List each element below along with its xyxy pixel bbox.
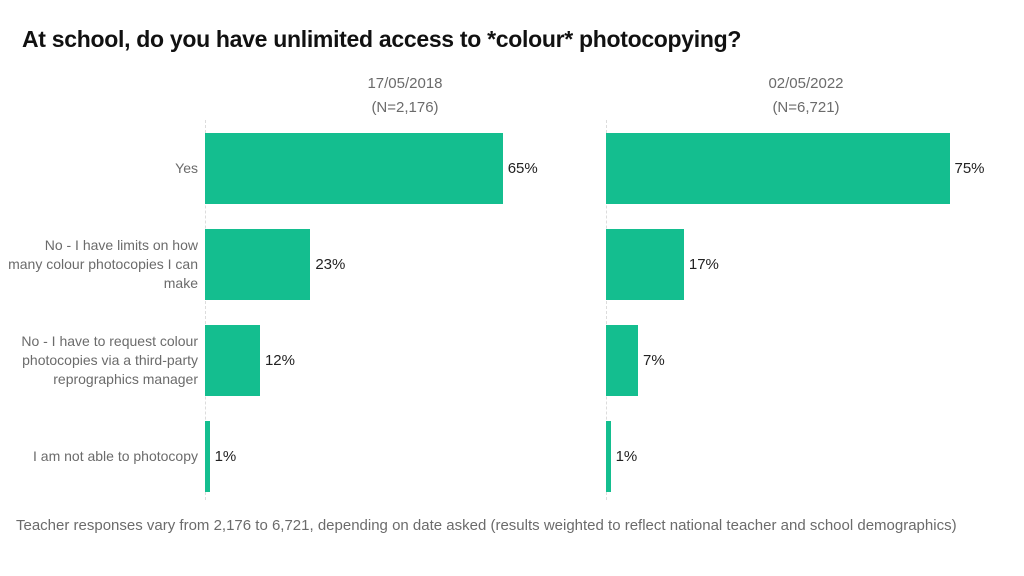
panel-sample-size: (N=2,176) xyxy=(371,99,439,116)
bar xyxy=(606,229,684,300)
value-label: 7% xyxy=(643,352,665,369)
chart-title: At school, do you have unlimited access … xyxy=(22,26,742,52)
value-label: 17% xyxy=(688,256,719,273)
bar xyxy=(606,421,611,492)
bar xyxy=(205,133,503,204)
panel-date: 17/05/2018 xyxy=(367,75,443,92)
bar xyxy=(606,133,950,204)
bar xyxy=(606,325,639,396)
category-label: No - I have to request colour photocopie… xyxy=(21,333,198,387)
panel-sample-size: (N=6,721) xyxy=(772,99,840,116)
value-label: 23% xyxy=(315,256,346,273)
axis-baseline-2022 xyxy=(606,120,607,500)
value-label: 75% xyxy=(954,160,985,177)
footnote: Teacher responses vary from 2,176 to 6,7… xyxy=(16,517,957,534)
category-label: Yes xyxy=(175,160,198,176)
panel-header-2018: 17/05/2018 (N=2,176) xyxy=(305,72,505,120)
category-label: I am not able to photocopy xyxy=(33,448,198,464)
value-label: 1% xyxy=(214,448,237,465)
value-label: 65% xyxy=(507,160,538,177)
axis-baseline-2018 xyxy=(205,120,206,500)
bar xyxy=(205,421,210,492)
bar xyxy=(205,325,260,396)
category-label: No - I have limits on how many colour ph… xyxy=(8,237,198,291)
bar xyxy=(205,229,311,300)
panel-header-2022: 02/05/2022 (N=6,721) xyxy=(706,72,906,120)
value-label: 12% xyxy=(264,352,295,369)
panel-date: 02/05/2022 xyxy=(768,75,844,92)
value-label: 1% xyxy=(615,448,638,465)
